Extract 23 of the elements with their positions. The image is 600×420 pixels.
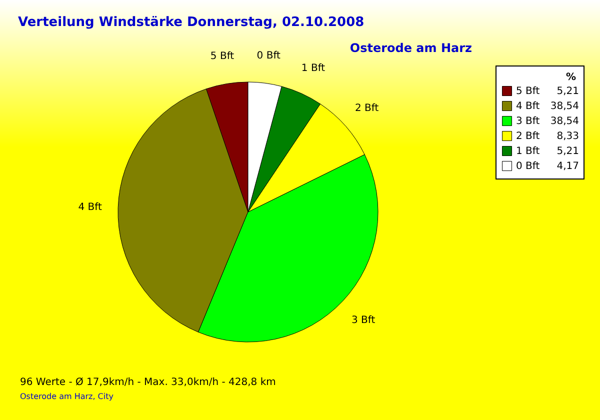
slice-label: 3 Bft	[351, 315, 376, 326]
legend-label: 3 Bft	[516, 116, 540, 127]
data-label: 8,33	[556, 131, 579, 142]
slice-label: 5 Bft	[210, 51, 234, 62]
legend-label: 0 Bft	[516, 161, 540, 172]
legend-label: 5 Bft	[516, 86, 540, 97]
data-label: 5,21	[556, 146, 579, 157]
text: Osterode am Harz, City	[20, 392, 114, 401]
data-label: 38,54	[550, 101, 579, 112]
slice-label: 4 Bft	[78, 202, 102, 213]
legend-label: 4 Bft	[516, 101, 540, 112]
legend-title: %	[566, 72, 576, 83]
legend-label: 2 Bft	[516, 131, 540, 142]
slice-label: 2 Bft	[354, 102, 379, 114]
chart-title: Verteilung Windstärke Donnerstag, 02.10.2008	[18, 15, 364, 30]
slice-label: 0 Bft	[256, 50, 281, 62]
slice-label: 1 Bft	[301, 63, 326, 74]
data-label: 5,21	[556, 86, 579, 97]
legend-label: 1 Bft	[516, 146, 540, 157]
data-label: 38,54	[550, 116, 579, 127]
data-label: 4,17	[556, 161, 579, 172]
text: 96 Werte - Ø 17,9km/h - Max. 33,0km/h - 428,8 km	[20, 377, 276, 388]
chart-subtitle: Osterode am Harz	[350, 41, 472, 55]
